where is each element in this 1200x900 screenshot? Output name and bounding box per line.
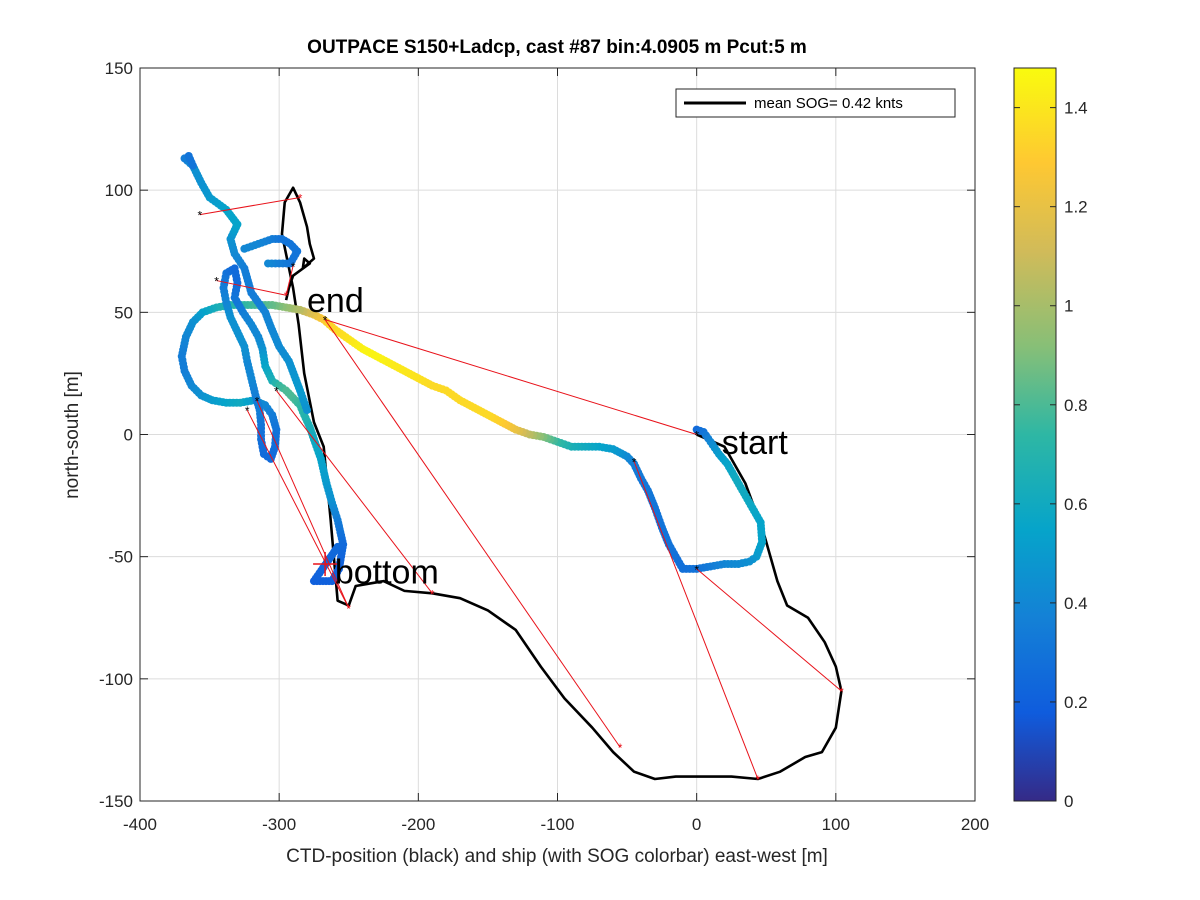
ctd-star-marker: * — [632, 455, 637, 469]
red-star-marker: * — [618, 741, 623, 755]
markers-layer: * * * * * * * * * * * * * * * * * — [198, 191, 845, 787]
ctd-star-marker: * — [245, 404, 250, 418]
ctd-ship-link-line — [246, 409, 350, 609]
ship-sog-point — [188, 161, 197, 170]
red-star-marker: * — [284, 289, 289, 303]
red-star-marker: * — [346, 602, 351, 616]
ctd-ship-link-line — [324, 319, 621, 748]
x-tick-label: -400 — [123, 815, 157, 834]
ctd-ship-link-line — [696, 568, 842, 692]
ctd-star-marker: * — [291, 260, 296, 274]
ship-sog-point — [264, 259, 273, 268]
annotation-start: start — [722, 424, 789, 462]
colorbar-tick-label: 0.6 — [1064, 495, 1088, 514]
ctd-ship-link-line — [324, 319, 697, 435]
y-axis-label: north-south [m] — [62, 371, 83, 499]
x-tick-label: -200 — [401, 815, 435, 834]
chart-title: OUTPACE S150+Ladcp, cast #87 bin:4.0905 … — [307, 37, 807, 58]
y-axis: -150 -100 -50 0 50 100 150 — [99, 59, 975, 811]
ctd-track-line — [280, 186, 843, 781]
red-star-marker: * — [430, 587, 435, 601]
colorbar-ticks: 0 0.2 0.4 0.6 0.8 1 1.2 1.4 — [1014, 99, 1088, 811]
ctd-star-marker: * — [214, 275, 219, 289]
colorbar-tick-label: 0.2 — [1064, 693, 1088, 712]
ship-track-layer — [177, 151, 767, 586]
y-tick-label: -100 — [99, 670, 133, 689]
y-tick-label: -50 — [108, 548, 133, 567]
annotations: start bottom end — [307, 282, 788, 591]
x-tick-label: -300 — [262, 815, 296, 834]
colorbar-tick-label: 1.4 — [1064, 99, 1088, 118]
red-lines-layer — [199, 197, 842, 780]
ctd-ship-link-line — [199, 197, 301, 216]
ctd-star-marker: * — [694, 563, 699, 577]
red-star-marker: * — [756, 773, 761, 787]
y-tick-label: 100 — [105, 181, 133, 200]
ctd-ship-link-line — [216, 280, 287, 296]
ctd-ship-link-line — [275, 390, 433, 594]
y-tick-label: 0 — [124, 426, 133, 445]
legend-label: mean SOG= 0.42 knts — [754, 95, 903, 112]
legend: mean SOG= 0.42 knts — [675, 88, 956, 118]
ctd-ship-link-line — [256, 400, 350, 609]
ctd-ship-link-line — [633, 461, 759, 780]
x-axis: -400 -300 -200 -100 0 100 200 — [123, 68, 989, 834]
colorbar-tick-label: 0.8 — [1064, 396, 1088, 415]
colorbar-tick-label: 0 — [1064, 792, 1073, 811]
x-tick-label: 200 — [961, 815, 989, 834]
ctd-star-marker: * — [198, 209, 203, 223]
colorbar: 0 0.2 0.4 0.6 0.8 1 1.2 1.4 — [1013, 67, 1088, 811]
x-tick-label: 0 — [692, 815, 701, 834]
y-tick-label: -150 — [99, 792, 133, 811]
x-axis-label: CTD-position (black) and ship (with SOG … — [286, 846, 828, 867]
ctd-star-marker: * — [323, 314, 328, 328]
y-tick-label: 50 — [114, 303, 133, 322]
x-tick-label: 100 — [822, 815, 850, 834]
colorbar-tick-label: 1.2 — [1064, 198, 1088, 217]
ctd-star-marker: * — [255, 394, 260, 408]
colorbar-tick-label: 1 — [1064, 297, 1073, 316]
ctd-star-marker: * — [274, 385, 279, 399]
ship-sog-point — [333, 542, 342, 551]
annotation-bottom: bottom — [335, 553, 439, 591]
y-tick-label: 150 — [105, 59, 133, 78]
red-star-marker: * — [839, 685, 844, 699]
ctd-ship-link-line — [285, 265, 294, 296]
red-star-marker: * — [298, 191, 303, 205]
ctd-star-marker: * — [694, 429, 699, 443]
colorbar-tick-label: 0.4 — [1064, 594, 1088, 613]
ctd-track-layer — [280, 186, 843, 781]
annotation-end: end — [307, 282, 364, 320]
x-tick-label: -100 — [540, 815, 574, 834]
colorbar-gradient — [1013, 67, 1057, 802]
